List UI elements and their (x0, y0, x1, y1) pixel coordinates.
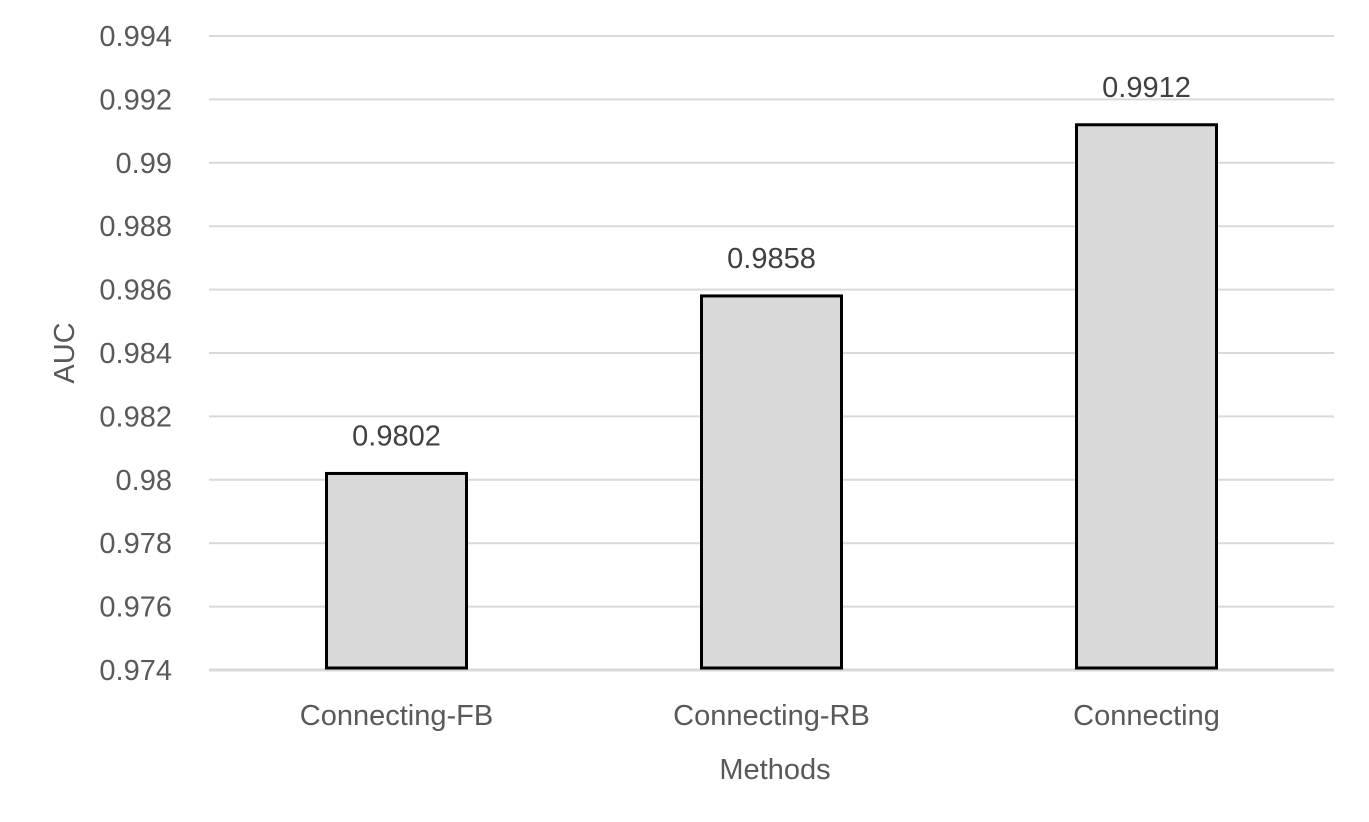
y-axis-ticks: 0.974 0.976 0.978 0.98 0.982 0.984 0.986 0.988 0… (99, 21, 172, 687)
x-axis-ticks: Connecting-FB Connecting-RB Connecting (300, 700, 1220, 732)
y-tick-label: 0.986 (99, 275, 172, 307)
x-tick-label: Connecting-FB (300, 700, 493, 732)
y-tick-label: 0.976 (99, 592, 172, 624)
y-tick-label: 0.984 (99, 338, 172, 370)
y-tick-label: 0.992 (99, 84, 172, 116)
bar (700, 294, 843, 670)
y-tick-label: 0.98 (116, 465, 172, 497)
bars (325, 123, 1218, 670)
data-labels: 0.9802 0.9858 0.9912 (352, 72, 1191, 453)
y-tick-label: 0.99 (116, 148, 172, 180)
data-label: 0.9912 (1102, 72, 1191, 104)
y-tick-label: 0.974 (99, 655, 172, 687)
x-tick-label: Connecting (1073, 700, 1220, 732)
bar (1075, 123, 1218, 670)
bar (325, 471, 468, 670)
data-label: 0.9858 (727, 243, 816, 275)
y-tick-label: 0.978 (99, 528, 172, 560)
data-label: 0.9802 (352, 420, 441, 452)
y-tick-label: 0.982 (99, 401, 172, 433)
y-tick-label: 0.994 (99, 21, 172, 53)
y-tick-label: 0.988 (99, 211, 172, 243)
y-axis-title: AUC (49, 322, 81, 383)
x-axis-title: Methods (719, 754, 830, 786)
x-tick-label: Connecting-RB (673, 700, 870, 732)
